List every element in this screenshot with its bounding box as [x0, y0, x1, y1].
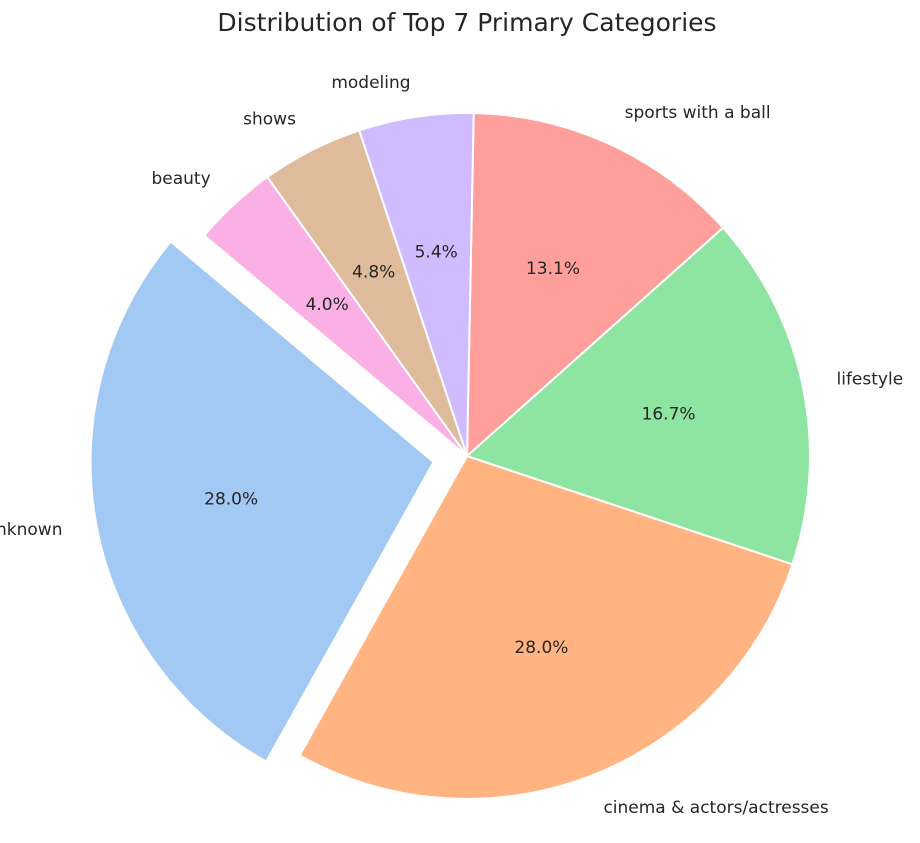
- category-label-lifestyle: lifestyle: [837, 370, 904, 390]
- slices-layer: [89, 112, 811, 800]
- pct-label-cinema-actors-actresses: 28.0%: [514, 638, 568, 658]
- pct-label-beauty: 4.0%: [306, 295, 349, 315]
- category-label-cinema-actors-actresses: cinema & actors/actresses: [603, 798, 828, 818]
- category-label-unknown: unknown: [0, 520, 62, 540]
- pie-slice-cinema-actors-actresses: [298, 455, 794, 800]
- category-label-modeling: modeling: [331, 73, 410, 93]
- pct-label-unknown: 28.0%: [204, 489, 258, 509]
- pie-slice-beauty: [203, 176, 468, 457]
- pct-label-sports-with-a-ball: 13.1%: [526, 259, 580, 279]
- category-label-shows: shows: [243, 110, 296, 130]
- pct-label-shows: 4.8%: [352, 263, 395, 283]
- category-label-sports-with-a-ball: sports with a ball: [625, 103, 771, 123]
- pct-label-modeling: 5.4%: [415, 243, 458, 263]
- pie-slice-lifestyle: [466, 226, 811, 566]
- category-label-beauty: beauty: [151, 169, 210, 189]
- pie-slice-unknown: [89, 240, 435, 763]
- labels-layer: 28.0% unknown 28.0% cinema & actors/actress…: [0, 73, 903, 818]
- pct-label-lifestyle: 16.7%: [642, 404, 696, 424]
- chart-title: Distribution of Top 7 Primary Categories: [217, 8, 717, 37]
- pie-slice-sports-with-a-ball: [466, 112, 725, 457]
